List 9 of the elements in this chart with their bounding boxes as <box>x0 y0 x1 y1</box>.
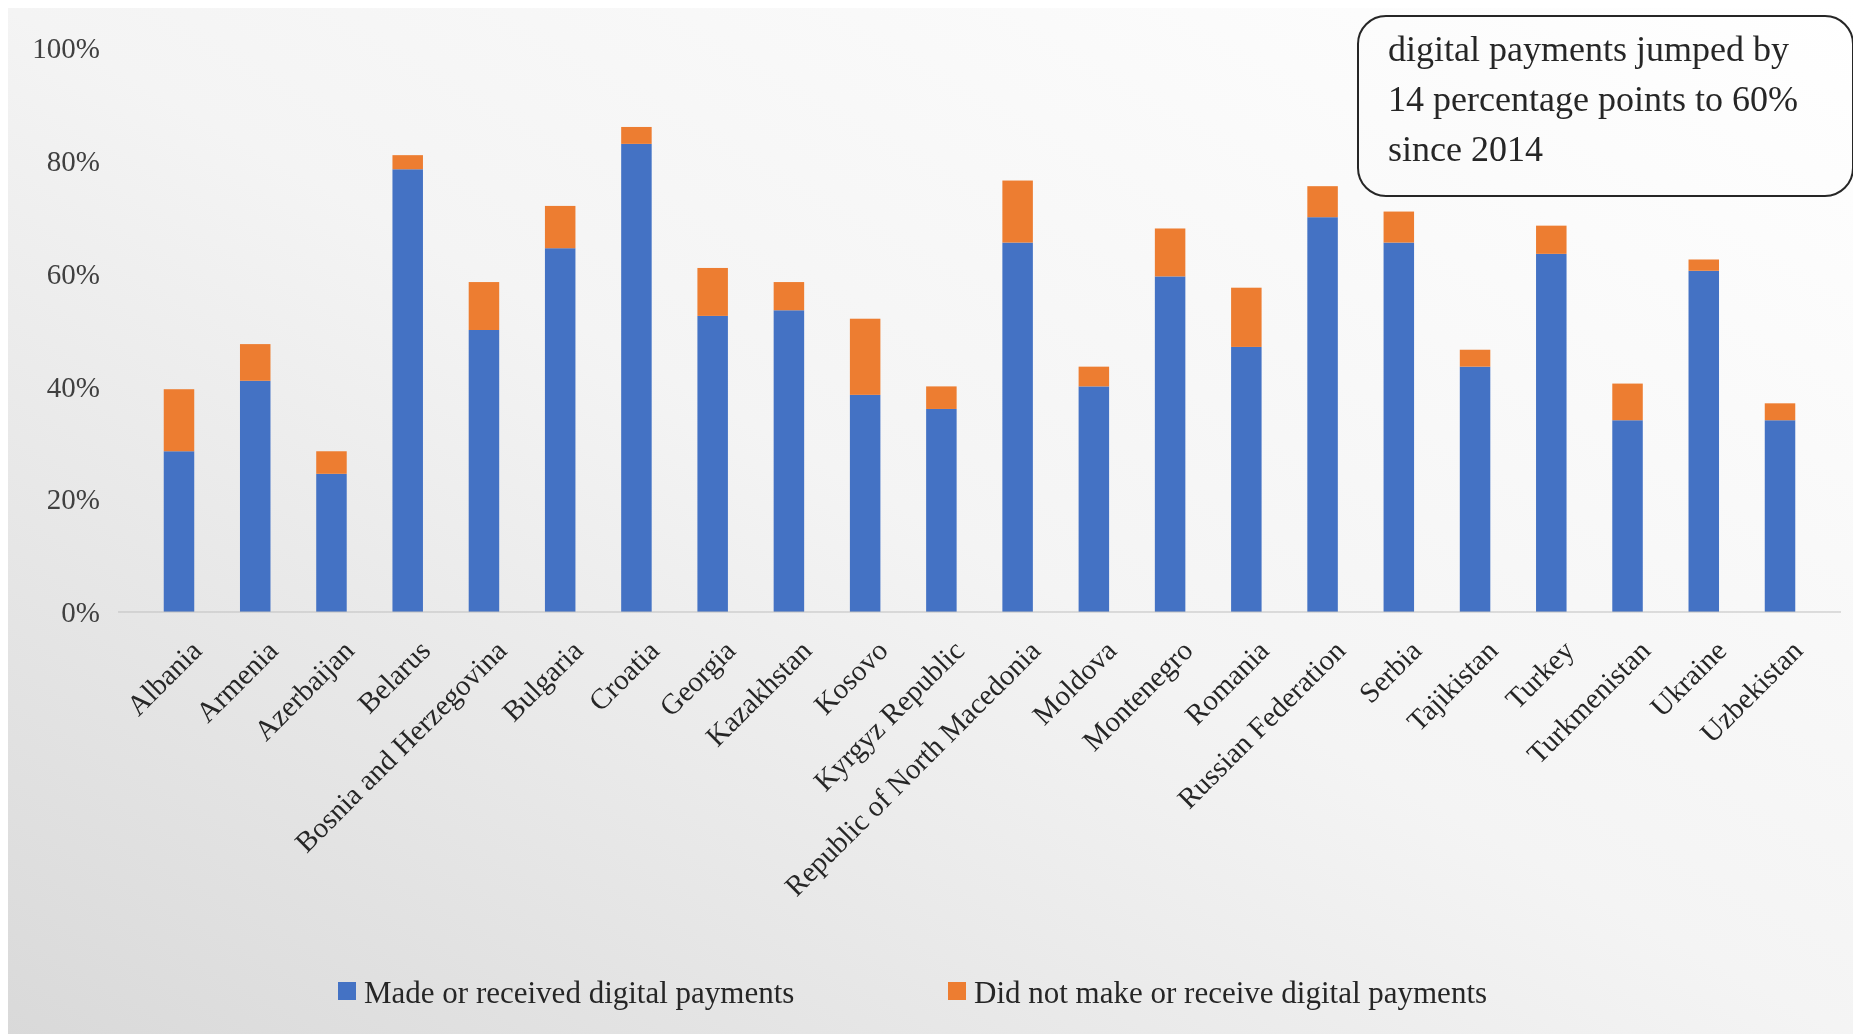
y-tick-label: 80% <box>46 144 100 177</box>
y-tick-label: 60% <box>46 257 100 290</box>
y-tick-label: 40% <box>46 370 100 403</box>
legend-label: Did not make or receive digital payments <box>974 974 1488 1010</box>
annotation: digital payments jumped by 14 percentage points to 60% since 2014 <box>1388 29 1798 169</box>
y-tick-label: 20% <box>46 483 100 516</box>
y-tick-label: 100% <box>32 32 100 65</box>
legend-label: Made or received digital payments <box>364 974 795 1010</box>
y-tick-label: 0% <box>61 596 100 629</box>
